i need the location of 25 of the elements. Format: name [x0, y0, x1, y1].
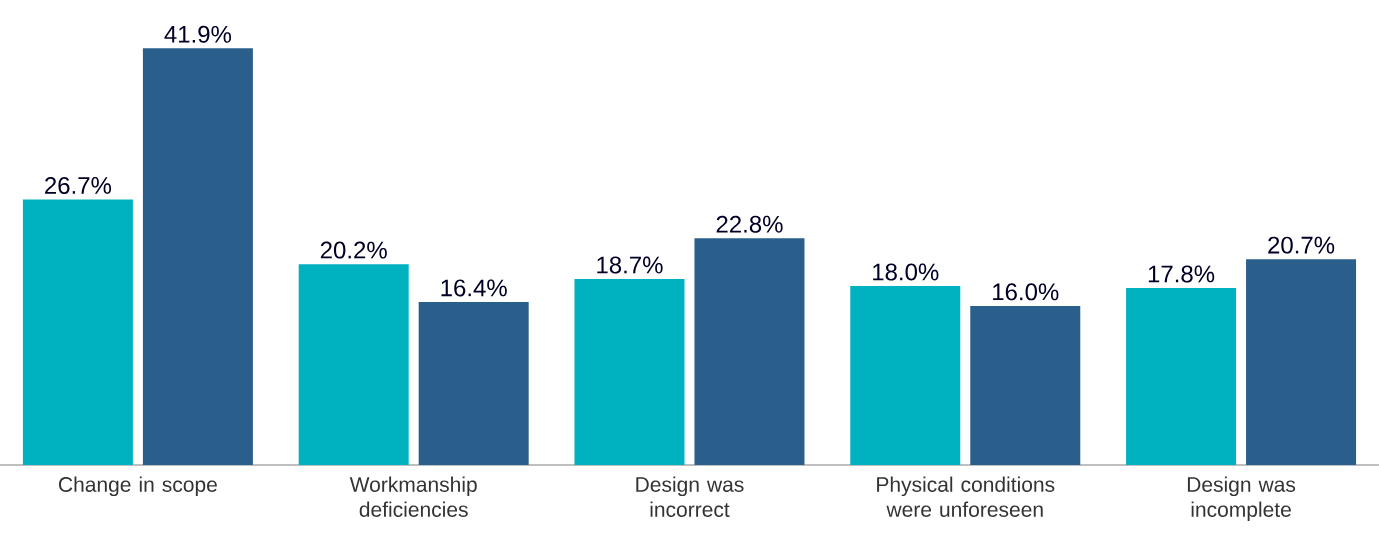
data-label: 16.4%	[441, 279, 507, 297]
bar	[1246, 259, 1357, 465]
bar	[22, 199, 133, 465]
data-label: 22.8%	[716, 215, 783, 233]
bar	[970, 305, 1081, 465]
x-tick-label: Design was incomplete	[1187, 476, 1296, 522]
data-label: 16.0%	[993, 283, 1059, 301]
x-tick-label: Workmanship deficiencies	[349, 476, 477, 517]
data-label: 18.0%	[873, 263, 939, 281]
x-tick-label: Physical conditions were unforeseen	[877, 476, 1055, 517]
bar	[142, 48, 253, 465]
data-label: 20.7%	[1268, 236, 1335, 254]
bar	[694, 238, 805, 465]
data-label: 20.2%	[320, 241, 387, 259]
bar	[418, 301, 529, 465]
x-tick-label: Change in scope	[58, 476, 217, 497]
x-tick-label: Design was incorrect	[636, 476, 744, 517]
bar	[298, 264, 409, 465]
bar	[850, 286, 961, 465]
data-label: 26.7%	[45, 176, 112, 194]
data-label: 41.9%	[164, 25, 232, 43]
data-label: 17.8%	[1148, 265, 1215, 283]
bar	[1126, 287, 1237, 465]
data-label: 18.7%	[597, 256, 663, 274]
bar	[574, 279, 685, 465]
